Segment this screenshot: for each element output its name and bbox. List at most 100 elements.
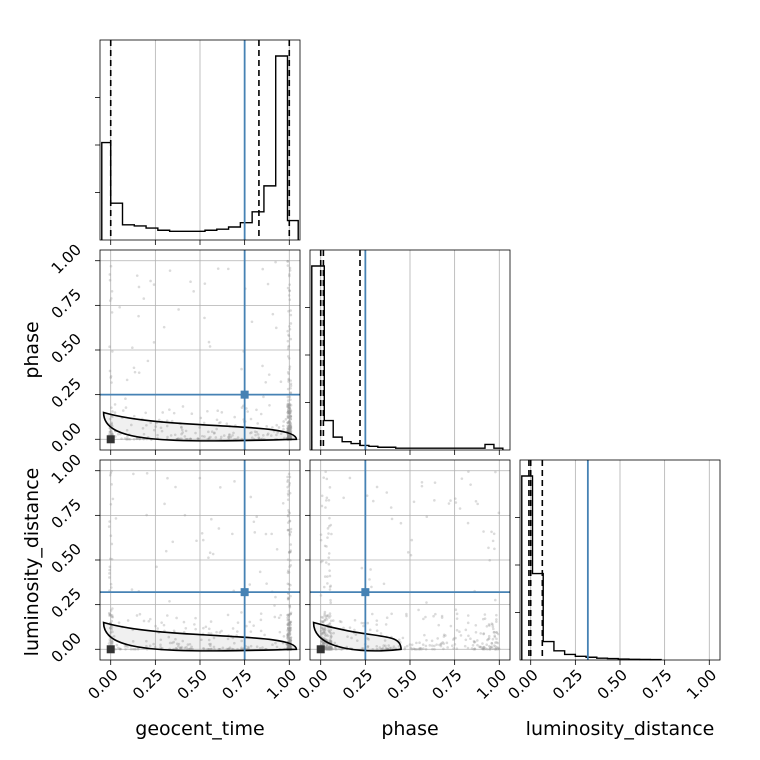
scatter-point: [160, 621, 163, 624]
scatter-point: [368, 628, 372, 632]
scatter-point: [287, 411, 291, 415]
scatter-point: [219, 437, 223, 441]
scatter-point: [183, 435, 187, 438]
scatter-point: [217, 647, 221, 651]
scatter-point: [180, 432, 183, 436]
scatter-point: [287, 645, 291, 648]
scatter-point: [286, 414, 290, 418]
scatter-point: [478, 645, 482, 649]
scatter-point: [240, 406, 244, 409]
scatter-point: [327, 647, 331, 650]
scatter-point: [184, 626, 188, 630]
scatter-point: [463, 644, 467, 648]
scatter-point: [288, 629, 292, 633]
scatter-point: [118, 647, 122, 651]
scatter-point: [441, 641, 445, 644]
scatter-point: [111, 630, 114, 634]
scatter-point: [286, 421, 290, 425]
scatter-point: [202, 647, 206, 651]
scatter-point: [231, 434, 234, 437]
scatter-point: [255, 515, 259, 518]
scatter-point: [286, 436, 290, 439]
x-tick-label: 1.00: [473, 666, 510, 703]
scatter-point: [289, 403, 293, 407]
scatter-point: [202, 647, 205, 650]
scatter-point: [328, 585, 332, 589]
scatter-point: [325, 647, 329, 651]
scatter-point: [266, 432, 270, 435]
scatter-point: [288, 645, 292, 649]
scatter-point: [286, 427, 290, 430]
panels: 0.00 0.25 0.50 0.75 1.000.000.250.500.751.00…: [48, 39, 721, 703]
scatter-point: [279, 613, 283, 617]
scatter-point: [168, 269, 172, 272]
scatter-point: [335, 647, 338, 651]
scatter-point: [170, 419, 174, 423]
scatter-point: [287, 646, 291, 650]
scatter-point: [287, 623, 290, 626]
scatter-point: [107, 433, 111, 436]
scatter-point: [360, 566, 364, 570]
scatter-point: [327, 562, 331, 566]
scatter-point: [134, 647, 137, 651]
scatter-point: [202, 626, 205, 630]
scatter-point: [287, 406, 291, 410]
scatter-point: [110, 641, 114, 644]
scatter-point: [325, 647, 328, 651]
scatter-point: [287, 638, 290, 641]
scatter-point: [255, 408, 258, 412]
scatter-point: [319, 619, 323, 623]
scatter-point: [492, 532, 496, 536]
scatter-point: [328, 524, 331, 528]
scatter-point: [473, 647, 477, 651]
scatter-panel-geocent_time-phase: 0.00 0.25 0.50 0.75 1.00: [48, 241, 301, 456]
scatter-point: [437, 623, 441, 627]
scatter-point: [390, 612, 393, 616]
scatter-point: [289, 391, 293, 395]
scatter-point: [476, 502, 479, 506]
scatter-point: [289, 639, 292, 643]
scatter-point: [269, 434, 273, 437]
scatter-point: [289, 391, 292, 395]
y-tick-label: 0.25: [48, 375, 85, 412]
scatter-point: [485, 647, 489, 651]
scatter-point: [319, 560, 323, 564]
scatter-point: [287, 309, 290, 313]
scatter-point: [289, 639, 292, 643]
scatter-point: [325, 477, 329, 481]
scatter-point: [286, 485, 289, 489]
scatter-point: [433, 647, 436, 651]
scatter-point: [324, 561, 328, 564]
scatter-point: [109, 502, 113, 506]
scatter-point: [108, 430, 112, 434]
scatter-point: [259, 629, 263, 633]
scatter-point: [287, 528, 291, 532]
scatter-point: [287, 643, 290, 647]
scatter-point: [287, 645, 290, 649]
scatter-point: [405, 644, 409, 648]
scatter-point: [288, 565, 291, 569]
scatter-point: [287, 416, 291, 420]
scatter-point: [330, 532, 333, 536]
scatter-point: [219, 486, 222, 489]
scatter-point: [286, 514, 290, 518]
scatter-point: [289, 424, 293, 428]
scatter-point: [180, 426, 183, 429]
scatter-point: [287, 494, 290, 497]
scatter-point: [442, 647, 445, 651]
scatter-point: [375, 619, 379, 622]
scatter-point: [493, 598, 497, 602]
scatter-point: [399, 521, 403, 525]
scatter-point: [379, 632, 383, 635]
scatter-point: [289, 564, 293, 567]
scatter-point: [342, 626, 345, 630]
scatter-point: [154, 425, 158, 428]
scatter-point: [420, 484, 424, 488]
scatter-point: [329, 639, 333, 643]
scatter-point: [110, 421, 113, 425]
scatter-point: [125, 437, 128, 441]
scatter-point: [132, 437, 136, 441]
scatter-point: [453, 642, 457, 646]
scatter-point: [346, 635, 349, 638]
